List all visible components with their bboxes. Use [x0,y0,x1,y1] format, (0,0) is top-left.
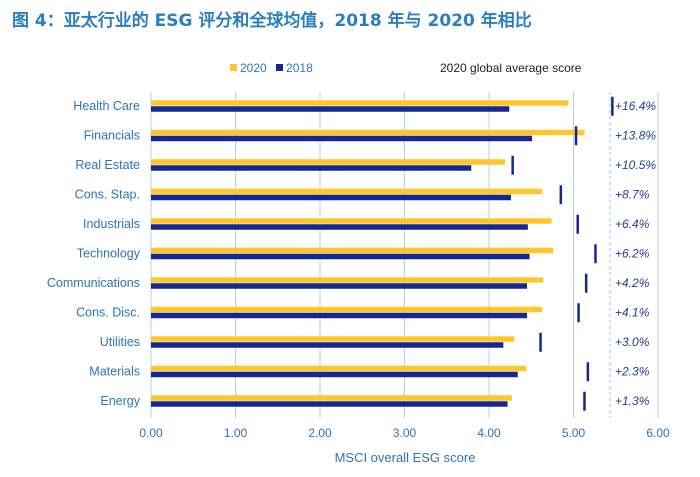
category-label: Cons. Disc. [76,305,140,319]
global-average-marker [576,214,579,234]
change-label: +6.2% [615,246,650,260]
bar-2020 [151,365,527,372]
x-tick-label: 4.00 [477,426,501,440]
category-label: Technology [77,246,141,260]
bar-2020 [151,336,515,342]
change-label: +8.7% [615,187,650,201]
bar-2018 [151,371,518,378]
bar-2018 [151,165,472,171]
bar-2018 [151,283,528,289]
category-label: Real Estate [75,158,140,172]
bar-2018 [151,253,530,260]
legend-item-2020: 2020 [230,61,267,75]
category-label: Cons. Stap. [75,187,140,201]
bar-2020 [151,247,554,254]
change-label: +16.4% [615,99,656,113]
x-axis-title: MSCI overall ESG score [334,450,476,465]
category-label: Utilities [100,335,140,349]
legend-item-2018: 2018 [276,61,313,75]
legend-label-2018: 2018 [286,61,313,75]
legend-swatch-2018 [276,64,284,71]
legend-label-2020: 2020 [240,61,267,75]
legend-global-average: 2020 global average score [440,61,582,75]
category-label: Financials [84,128,140,142]
bar-2018 [151,135,533,142]
global-average-marker [586,362,590,382]
bar-2018 [151,342,504,348]
x-tick-label: 2.00 [308,426,332,440]
bar-2020 [151,306,543,313]
bar-2020 [151,188,543,195]
bar-2018 [151,194,511,201]
x-tick-label: 1.00 [224,426,248,440]
bar-2020 [151,395,512,401]
change-label: +3.0% [615,335,650,349]
global-average-marker [583,391,586,411]
global-average-marker [584,273,588,293]
global-average-marker [594,244,597,264]
global-average-marker [574,126,578,146]
change-label: +4.2% [615,276,650,290]
category-label: Health Care [73,99,140,113]
bar-2020 [151,218,552,224]
x-tick-label: 3.00 [393,426,417,440]
bar-2020 [151,159,506,165]
global-average-marker [511,155,514,175]
bar-2018 [151,106,510,112]
change-label: +2.3% [615,364,650,378]
legend-swatch-2020 [230,64,237,71]
global-average-marker [559,185,563,205]
global-average-marker [611,96,614,116]
global-average-marker [539,332,542,352]
change-label: +1.3% [615,394,650,408]
change-label: +6.4% [615,217,650,231]
bar-2018 [151,401,508,407]
global-average-marker [577,303,580,323]
category-label: Communications [47,276,140,290]
category-label: Materials [89,364,140,378]
change-label: +10.5% [615,158,656,172]
bar-2020 [151,277,544,283]
bar-2018 [151,312,528,319]
chart-title: 图 4：亚太行业的 ESG 评分和全球均值，2018 年与 2020 年相比 [12,11,532,31]
bar-2020 [151,129,585,136]
bar-2020 [151,100,569,106]
x-tick-label: 0.00 [139,426,163,440]
change-label: +4.1% [615,305,650,319]
category-label: Industrials [83,217,140,231]
x-tick-label: 5.00 [562,426,586,440]
change-label: +13.8% [615,128,656,142]
x-tick-label: 6.00 [646,426,670,440]
category-label: Energy [100,394,140,408]
bar-2018 [151,224,528,230]
legend: 2020 2018 [230,61,319,75]
